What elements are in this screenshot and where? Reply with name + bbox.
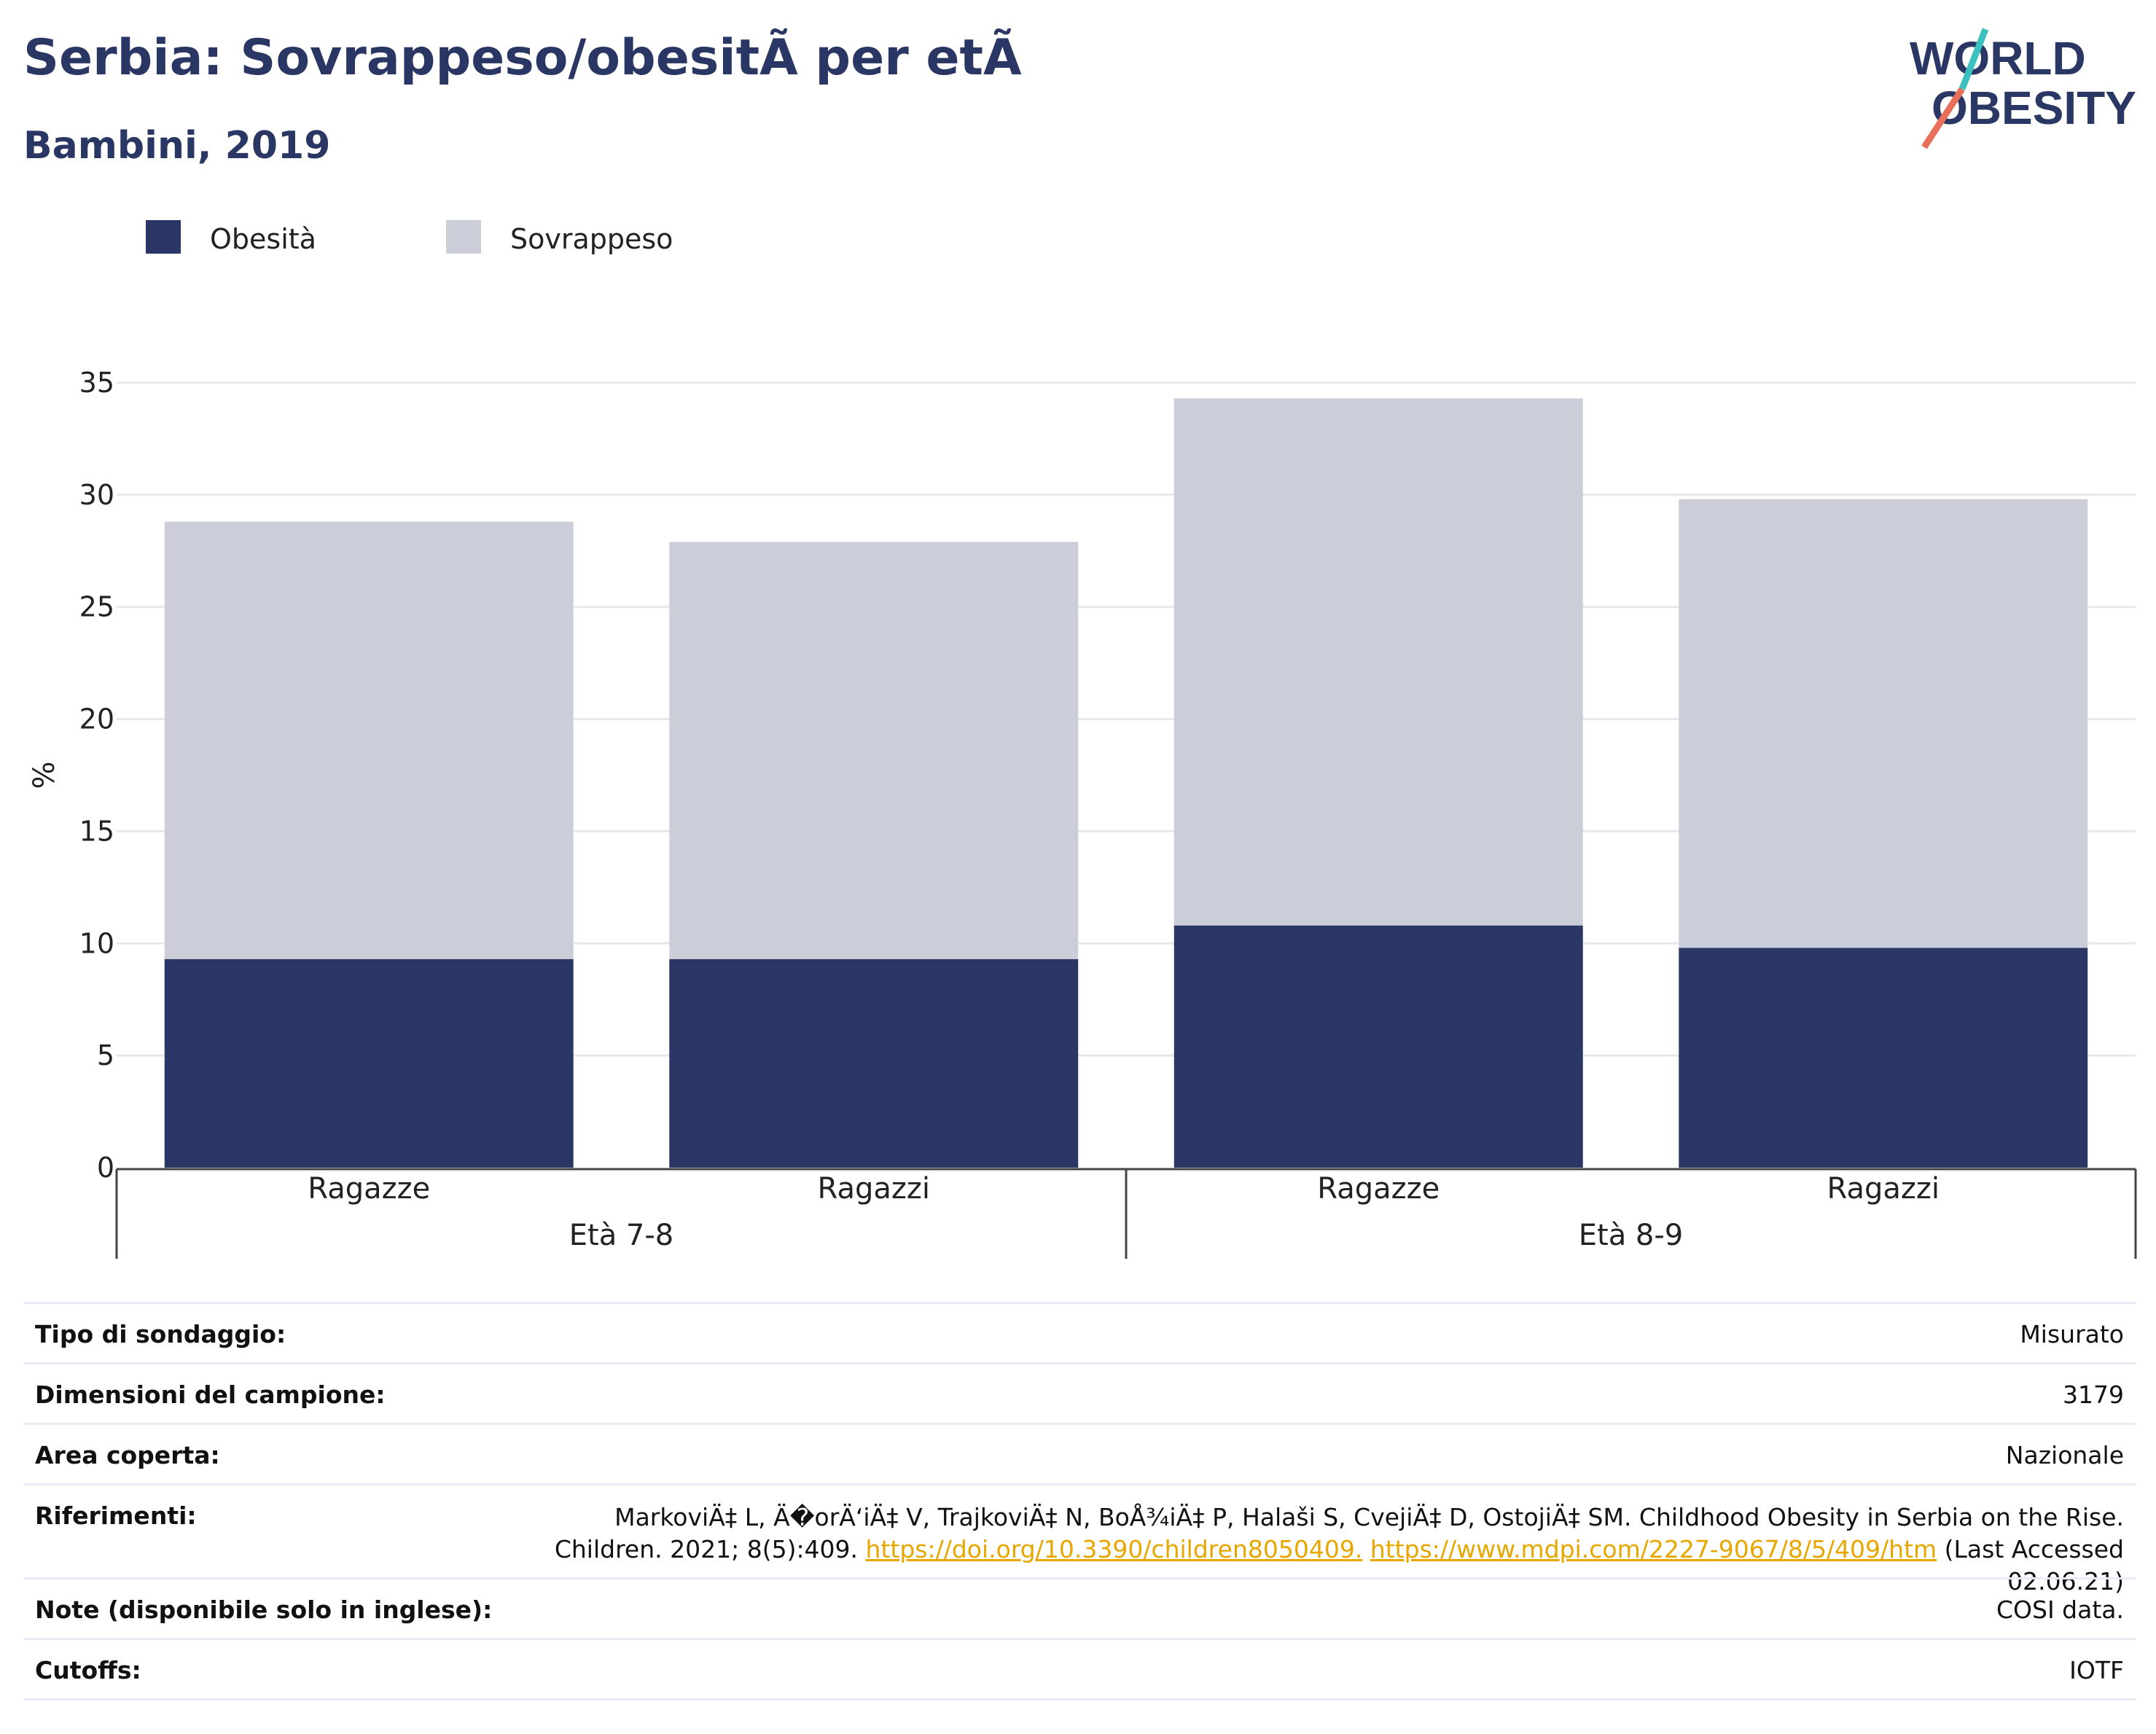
y-tick-label: 25 xyxy=(79,591,114,623)
legend-label-obesita: Obesità xyxy=(210,223,316,255)
info-row-area: Area coperta: Nazionale xyxy=(23,1423,2136,1483)
y-tick-label: 20 xyxy=(79,703,114,735)
bar-obesita[interactable] xyxy=(669,958,1079,1168)
references-label: Riferimenti: xyxy=(35,1501,197,1530)
area-value: Nazionale xyxy=(2005,1441,2124,1469)
stacked-bar-chart: 0 5 10 15 20 25 30 35% Ragazze Ragazzi Ragazze Raga… xyxy=(28,367,2137,1259)
survey-type-value: Misurato xyxy=(2020,1320,2124,1348)
info-table: Tipo di sondaggio: Misurato Dimensioni d… xyxy=(23,1302,2136,1700)
reference-link-mdpi[interactable]: https://www.mdpi.com/2227-9067/8/5/409/h… xyxy=(1370,1535,1937,1563)
info-row-notes: Note (disponibile solo in inglese): COSI… xyxy=(23,1577,2136,1638)
y-tick-label: 10 xyxy=(79,927,114,959)
world-obesity-logo: WORLD OBESITY xyxy=(1910,28,2136,149)
cutoffs-value: IOTF xyxy=(2069,1656,2124,1684)
x-tick-label: Ragazzi xyxy=(1827,1172,1940,1206)
logo-slash-red xyxy=(1921,87,1965,149)
group-label: Età 8-9 xyxy=(1579,1219,1684,1252)
y-tick-label: 30 xyxy=(79,479,114,511)
logo-line-world: WORLD xyxy=(1910,32,2086,85)
references-text: MarkoviÄ‡ L, Ä�orÄ‘iÄ‡ V, TrajkoviÄ‡ N, … xyxy=(554,1503,2124,1563)
legend-swatch-obesita xyxy=(146,220,181,254)
sample-size-value: 3179 xyxy=(2063,1380,2124,1409)
bar-obesita[interactable] xyxy=(1173,925,1583,1168)
bar-sovrappeso[interactable] xyxy=(1173,398,1583,926)
y-tick-label: 0 xyxy=(97,1152,114,1184)
x-tick-label: Ragazze xyxy=(308,1172,430,1206)
bar-sovrappeso[interactable] xyxy=(1679,499,2088,948)
logo-slash-teal xyxy=(1958,28,1989,90)
references-text-block: MarkoviÄ‡ L, Ä�orÄ‘iÄ‡ V, TrajkoviÄ‡ N, … xyxy=(535,1501,2124,1598)
x-tick-label: Ragazze xyxy=(1317,1172,1440,1206)
y-tick-label: 35 xyxy=(79,367,114,399)
chart-subtitle: Bambini, 2019 xyxy=(23,124,331,168)
bar-sovrappeso[interactable] xyxy=(164,521,574,959)
info-row-sample-size: Dimensioni del campione: 3179 xyxy=(23,1362,2136,1423)
survey-type-label: Tipo di sondaggio: xyxy=(35,1320,286,1348)
logo-line-obesity: OBESITY xyxy=(1932,82,2136,134)
y-tick-label: 5 xyxy=(97,1039,114,1071)
bar-obesita[interactable] xyxy=(1679,948,2088,1168)
chart-title: Serbia: Sovrappeso/obesitÃ per etÃ xyxy=(23,29,1022,87)
bar-sovrappeso[interactable] xyxy=(669,542,1079,959)
area-label: Area coperta: xyxy=(35,1441,220,1469)
y-axis-label: % xyxy=(28,761,61,789)
legend-label-sovrappeso: Sovrappeso xyxy=(510,223,673,255)
group-label: Età 7-8 xyxy=(569,1219,674,1252)
references-suffix: (Last Accessed 02.06.21) xyxy=(1944,1535,2124,1596)
cutoffs-label: Cutoffs: xyxy=(35,1656,141,1684)
notes-value: COSI data. xyxy=(1996,1596,2124,1624)
legend-swatch-sovrappeso xyxy=(446,220,481,254)
notes-label: Note (disponibile solo in inglese): xyxy=(35,1596,493,1624)
info-row-references: Riferimenti: MarkoviÄ‡ L, Ä�orÄ‘iÄ‡ V, T… xyxy=(23,1483,2136,1596)
reference-link-doi[interactable]: https://doi.org/10.3390/children8050409. xyxy=(865,1535,1363,1563)
info-row-survey-type: Tipo di sondaggio: Misurato xyxy=(23,1302,2136,1362)
y-tick-label: 15 xyxy=(79,815,114,847)
bar-obesita[interactable] xyxy=(164,958,574,1168)
x-tick-label: Ragazzi xyxy=(818,1172,930,1206)
sample-size-label: Dimensioni del campione: xyxy=(35,1380,386,1409)
info-row-cutoffs: Cutoffs: IOTF xyxy=(23,1638,2136,1700)
